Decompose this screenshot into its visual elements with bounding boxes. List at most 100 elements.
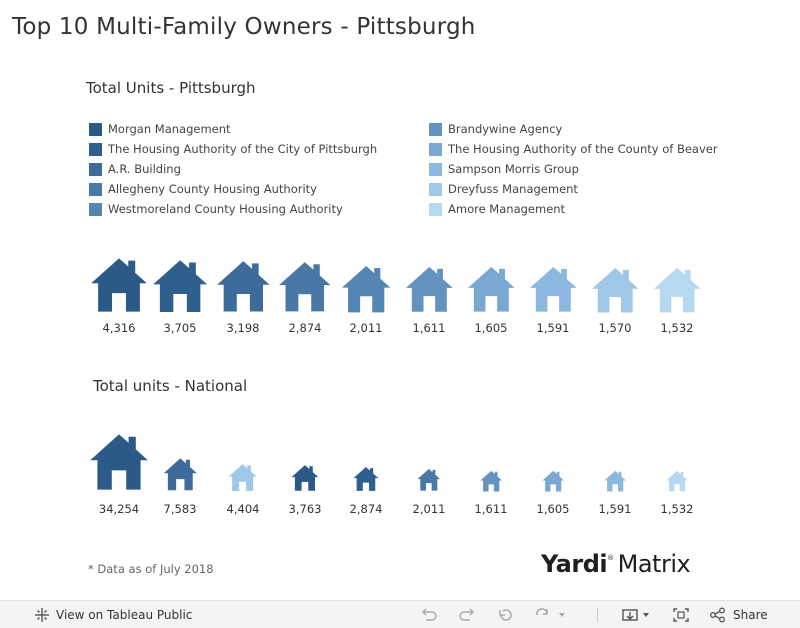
house-mark <box>353 467 379 491</box>
house-mark <box>279 262 331 312</box>
legend-item: Dreyfuss Management <box>429 179 718 199</box>
house-mark <box>604 470 626 492</box>
legend-label: Sampson Morris Group <box>448 162 579 176</box>
house-mark <box>405 267 453 313</box>
legend-item: Morgan Management <box>89 119 377 139</box>
legend-item: The Housing Authority of the County of B… <box>429 139 718 159</box>
national-house-row: 34,254 7,583 4,404 3,763 2,874 2,011 1,611 1,60… <box>0 420 800 520</box>
legend-column-left: Morgan Management The Housing Authority o… <box>89 119 377 219</box>
house-mark <box>216 261 270 312</box>
legend-label: The Housing Authority of the County of B… <box>448 142 718 156</box>
legend: Morgan Management The Housing Authority o… <box>89 119 729 219</box>
value-label: 1,611 <box>412 321 446 335</box>
undo-button[interactable] <box>420 601 438 628</box>
legend-label: Allegheny County Housing Authority <box>108 182 317 196</box>
house-icon <box>417 469 441 492</box>
value-label: 2,874 <box>288 321 322 335</box>
house-icon <box>591 267 639 313</box>
house-mark <box>152 259 207 312</box>
house-icon <box>353 467 379 491</box>
house-mark <box>542 470 564 492</box>
legend-column-right: Brandywine Agency The Housing Authority o… <box>429 119 718 219</box>
house-mark <box>467 267 515 313</box>
refresh-button[interactable] <box>535 601 567 628</box>
legend-label: Brandywine Agency <box>448 122 563 136</box>
legend-item: Westmoreland County Housing Authority <box>89 199 377 219</box>
house-icon <box>666 470 688 492</box>
download-icon <box>622 608 649 621</box>
house-mark <box>291 465 319 491</box>
house-mark <box>417 469 441 492</box>
house-icon <box>152 259 207 312</box>
house-mark <box>653 267 701 313</box>
legend-item: A.R. Building <box>89 159 377 179</box>
share-label: Share <box>733 607 768 622</box>
logo-product: Matrix <box>617 550 691 578</box>
view-on-tableau-link[interactable]: View on Tableau Public <box>34 601 192 628</box>
house-icon <box>467 267 515 313</box>
house-mark <box>90 434 148 490</box>
legend-swatch <box>89 142 102 156</box>
legend-swatch <box>429 182 442 196</box>
value-label: 1,605 <box>474 321 508 335</box>
house-mark <box>529 267 577 313</box>
legend-label: A.R. Building <box>108 162 181 176</box>
house-icon <box>163 458 197 491</box>
legend-swatch <box>89 182 102 196</box>
legend-label: Westmoreland County Housing Authority <box>108 202 343 216</box>
house-icon <box>216 261 270 312</box>
value-label: 2,874 <box>349 502 383 516</box>
legend-label: The Housing Authority of the City of Pit… <box>108 142 378 156</box>
legend-item: Sampson Morris Group <box>429 159 718 179</box>
toolbar-divider <box>597 601 598 628</box>
value-label: 2,011 <box>412 502 446 516</box>
value-label: 4,316 <box>102 321 136 335</box>
house-mark <box>666 470 688 492</box>
value-label: 1,591 <box>598 502 632 516</box>
legend-label: Morgan Management <box>108 122 231 136</box>
pittsburgh-chart-title: Total Units - Pittsburgh <box>86 79 256 97</box>
legend-item: Amore Management <box>429 199 718 219</box>
value-label: 1,570 <box>598 321 632 335</box>
legend-swatch <box>89 122 102 136</box>
redo-icon <box>459 607 475 621</box>
logo-registered-mark: ® <box>607 554 614 562</box>
house-mark <box>480 470 502 492</box>
value-label: 1,605 <box>536 502 570 516</box>
share-button[interactable]: Share <box>709 601 768 628</box>
value-label: 1,532 <box>660 502 694 516</box>
undo-icon <box>421 607 437 621</box>
house-icon <box>480 470 502 492</box>
house-mark <box>591 267 639 313</box>
revert-button[interactable] <box>497 601 515 628</box>
fullscreen-button[interactable] <box>672 601 690 628</box>
house-icon <box>604 470 626 492</box>
value-label: 1,591 <box>536 321 570 335</box>
redo-button[interactable] <box>458 601 476 628</box>
house-icon <box>542 470 564 492</box>
legend-swatch <box>429 142 442 156</box>
legend-item: The Housing Authority of the City of Pit… <box>89 139 377 159</box>
legend-label: Dreyfuss Management <box>448 182 578 196</box>
house-icon <box>279 262 331 312</box>
pittsburgh-house-row: 4,316 3,705 3,198 2,874 2,011 1,611 1,605 1,591… <box>0 240 800 340</box>
legend-label: Amore Management <box>448 202 566 216</box>
legend-swatch <box>89 202 102 216</box>
house-icon <box>405 267 453 313</box>
value-label: 3,763 <box>288 502 322 516</box>
house-icon <box>291 465 319 491</box>
data-date-note: * Data as of July 2018 <box>88 562 214 576</box>
house-icon <box>228 463 258 491</box>
refresh-icon <box>536 607 565 617</box>
tableau-logo-icon <box>35 607 49 622</box>
download-button[interactable] <box>621 601 653 628</box>
legend-swatch <box>89 162 102 176</box>
value-label: 1,611 <box>474 502 508 516</box>
value-label: 34,254 <box>98 502 140 516</box>
tableau-toolbar: View on Tableau Public Share <box>0 600 800 628</box>
house-icon <box>90 434 148 490</box>
house-icon <box>91 258 147 312</box>
revert-icon <box>499 608 512 621</box>
legend-swatch <box>429 162 442 176</box>
value-label: 3,198 <box>226 321 260 335</box>
